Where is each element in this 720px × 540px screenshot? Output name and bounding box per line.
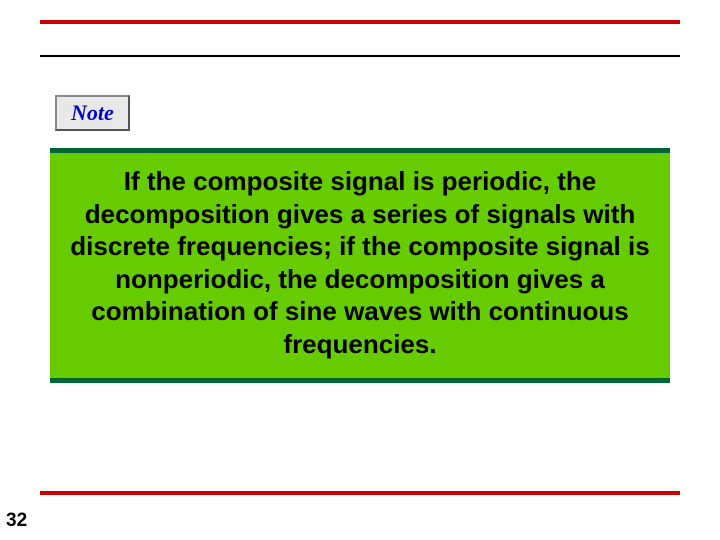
note-label-box: Note — [55, 95, 130, 131]
bottom-red-divider — [40, 491, 680, 495]
top-red-divider — [40, 20, 680, 24]
content-panel: If the composite signal is periodic, the… — [50, 148, 670, 383]
top-black-divider — [40, 55, 680, 57]
content-text: If the composite signal is periodic, the… — [68, 165, 652, 360]
note-label: Note — [71, 100, 114, 125]
page-number: 32 — [6, 510, 27, 532]
